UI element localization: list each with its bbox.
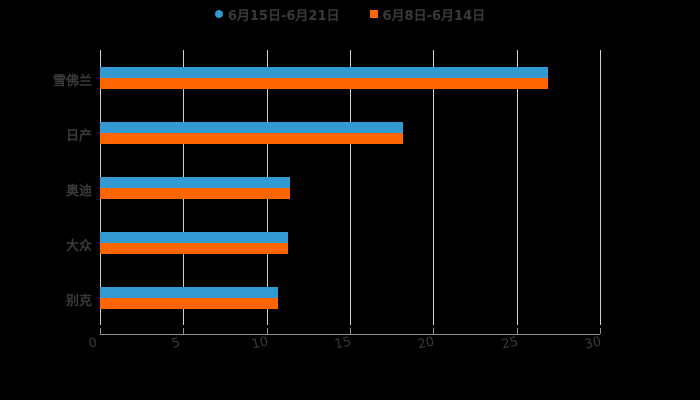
x-tick-label: 15 — [333, 334, 353, 353]
x-tick — [100, 328, 101, 334]
legend-label: 6月8日-6月14日 — [382, 8, 486, 24]
plot-area — [100, 50, 601, 325]
x-tick — [350, 328, 351, 334]
bar[interactable] — [100, 188, 290, 199]
category-label: 雪佛兰 — [52, 74, 92, 89]
bar[interactable] — [100, 287, 279, 298]
x-axis-line — [100, 334, 600, 335]
legend-label: 6月15日-6月21日 — [227, 8, 340, 24]
legend-circle-icon — [214, 10, 223, 18]
category-label: 奥迪 — [65, 184, 92, 199]
x-tick-label: 5 — [170, 335, 182, 352]
x-tick — [183, 328, 185, 334]
x-tick-label: 0 — [87, 335, 99, 352]
legend-square-icon — [369, 10, 378, 18]
bar[interactable] — [100, 67, 549, 78]
category-label: 大众 — [65, 239, 92, 254]
gridline — [433, 50, 435, 325]
bar[interactable] — [100, 133, 404, 144]
category-label: 别克 — [65, 294, 92, 309]
bar[interactable] — [100, 122, 404, 133]
x-tick — [600, 328, 601, 334]
x-tick-label: 20 — [416, 334, 436, 353]
bar[interactable] — [100, 243, 289, 254]
gridline — [350, 50, 351, 325]
x-tick — [266, 328, 268, 334]
bar[interactable] — [100, 78, 549, 89]
category-label: 日产 — [65, 129, 92, 144]
bar[interactable] — [100, 232, 289, 243]
legend-item-series-1[interactable]: 6月15日-6月21日 — [214, 5, 340, 24]
x-tick-label: 30 — [583, 334, 603, 353]
x-tick-label: 25 — [499, 334, 520, 353]
bar[interactable] — [100, 177, 290, 188]
x-tick-label: 10 — [249, 334, 270, 353]
chart-legend: 6月15日-6月21日 6月8日-6月14日 — [0, 4, 700, 24]
legend-item-series-2[interactable]: 6月8日-6月14日 — [369, 5, 486, 24]
x-tick — [516, 328, 518, 334]
bar[interactable] — [100, 298, 279, 309]
gridline — [516, 50, 518, 325]
gridline — [600, 50, 601, 325]
x-tick — [433, 328, 435, 334]
